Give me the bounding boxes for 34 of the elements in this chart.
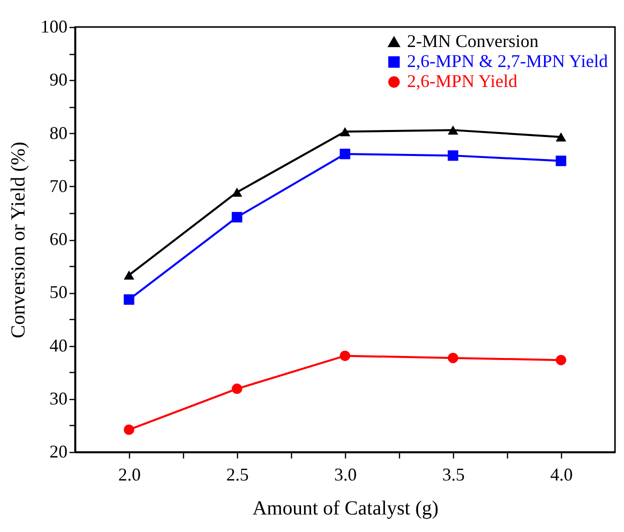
legend-label: 2-MN Conversion xyxy=(407,31,538,51)
legend-label: 2,6-MPN & 2,7-MPN Yield xyxy=(407,51,608,71)
x-tick-label: 2.5 xyxy=(226,464,249,484)
point xyxy=(340,350,350,362)
point xyxy=(556,156,566,166)
point xyxy=(448,126,458,135)
y-axis-title: Conversion or Yield (%) xyxy=(8,142,30,338)
y-tick-label: 100 xyxy=(40,16,68,36)
point xyxy=(340,127,350,136)
x-tick-label: 2.0 xyxy=(118,464,141,484)
point xyxy=(448,150,458,161)
x-tick-label: 4.0 xyxy=(550,464,573,484)
point xyxy=(124,270,134,280)
y-tick-label: 70 xyxy=(50,176,68,196)
y-tick-label: 50 xyxy=(50,282,68,302)
y-tick-label: 30 xyxy=(50,388,68,408)
legend-label: 2,6-MPN Yield xyxy=(407,71,518,91)
point xyxy=(340,148,350,160)
y-tick-label: 90 xyxy=(50,70,68,90)
point xyxy=(124,294,134,305)
point xyxy=(556,354,566,366)
y-tick-label: 40 xyxy=(50,335,68,356)
x-tick-label: 3.0 xyxy=(334,464,357,484)
point xyxy=(556,132,566,142)
x-tick-label: 3.5 xyxy=(442,464,465,484)
y-tick-label: 80 xyxy=(50,122,68,143)
y-tick-label: 20 xyxy=(50,442,68,462)
point xyxy=(124,424,134,435)
point xyxy=(448,352,458,364)
y-tick-label: 60 xyxy=(50,229,68,249)
point xyxy=(232,384,242,394)
x-axis-title: Amount of Catalyst (g) xyxy=(252,498,439,520)
point xyxy=(232,188,242,197)
point xyxy=(232,212,242,222)
